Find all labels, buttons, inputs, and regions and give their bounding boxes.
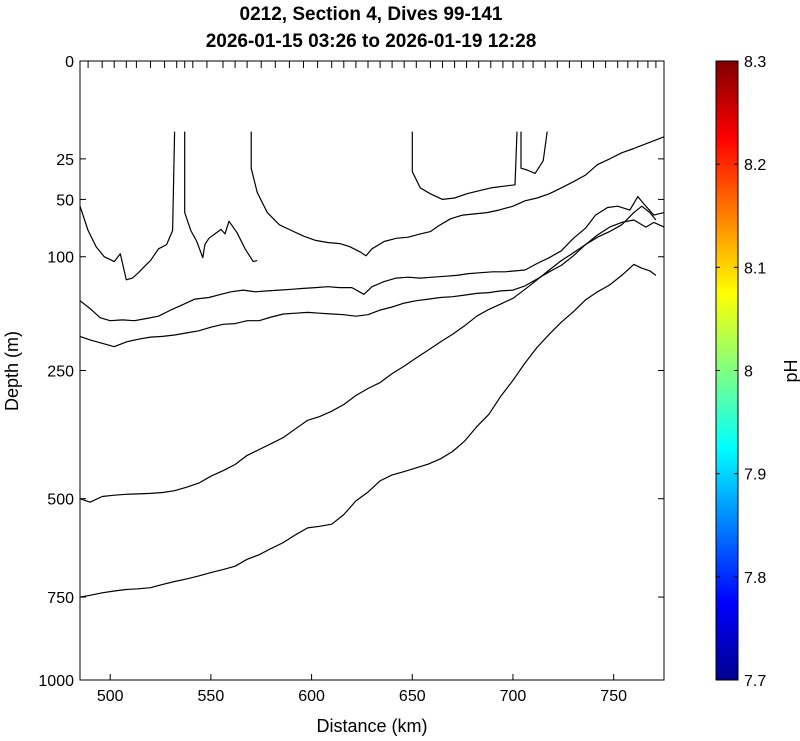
plot-frame xyxy=(79,60,665,681)
y-tick-label: 1000 xyxy=(38,673,74,690)
contour-line-2 xyxy=(184,131,258,263)
colorbar-tick-label: 7.8 xyxy=(744,570,766,587)
colorbar-tick-label: 8 xyxy=(744,364,753,381)
colorbar-tick-label: 8.3 xyxy=(744,54,766,71)
chart-title-line2: 2026-01-15 03:26 to 2026-01-19 12:28 xyxy=(206,31,537,52)
contour-line-3 xyxy=(250,131,665,257)
colorbar-label: pH xyxy=(781,359,800,382)
contour-line-4 xyxy=(411,131,518,200)
y-tick-label: 25 xyxy=(56,152,74,169)
contour-line-1 xyxy=(79,131,176,281)
colorbar-tick-label: 7.7 xyxy=(744,673,766,690)
y-axis-label: Depth (m) xyxy=(2,331,22,411)
x-tick-label: 550 xyxy=(198,688,225,705)
colorbar-tick-label: 7.9 xyxy=(744,467,766,484)
y-tick-label: 250 xyxy=(47,364,74,381)
chart-title-line1: 0212, Section 4, Dives 99-141 xyxy=(240,4,503,25)
y-tick-label: 750 xyxy=(47,590,74,607)
plot-area xyxy=(80,61,664,680)
contour-line-7 xyxy=(79,219,665,348)
contour-line-5 xyxy=(520,131,548,174)
contour-line-8 xyxy=(79,205,657,503)
contour-lines xyxy=(79,131,665,598)
y-tick-label: 500 xyxy=(47,492,74,509)
x-axis-label: Distance (km) xyxy=(316,716,427,736)
contour-line-6 xyxy=(79,196,665,322)
x-tick-label: 700 xyxy=(500,688,527,705)
colorbar-ticks: 8.3 8.2 8.1 8 7.9 7.8 7.7 xyxy=(716,54,766,690)
x-tick-label: 600 xyxy=(298,688,325,705)
colorbar-tick-label: 8.1 xyxy=(744,260,766,277)
x-axis: 500 550 600 650 700 750 xyxy=(97,674,627,705)
y-tick-label: 0 xyxy=(65,54,74,71)
colorbar-tick-label: 8.2 xyxy=(744,157,766,174)
x-tick-label: 650 xyxy=(399,688,426,705)
y-tick-label: 100 xyxy=(47,250,74,267)
x-tick-label: 750 xyxy=(600,688,627,705)
dive-markers xyxy=(79,61,657,68)
y-tick-label: 50 xyxy=(56,192,74,209)
contour-line-9 xyxy=(79,263,657,598)
x-tick-label: 500 xyxy=(97,688,124,705)
